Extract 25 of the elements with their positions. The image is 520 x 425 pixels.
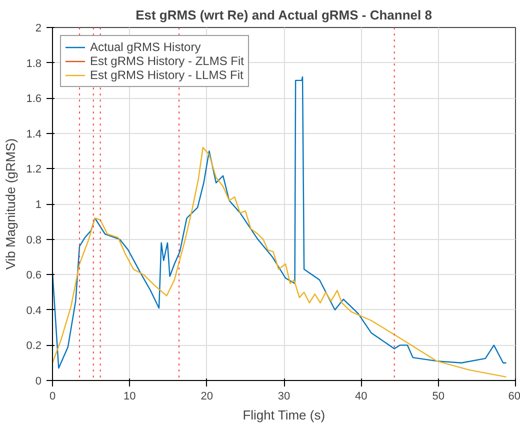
legend-label: Est gRMS History - ZLMS Fit xyxy=(90,54,244,68)
y-tick-label: 0.2 xyxy=(26,340,42,352)
y-tick-label: 0.8 xyxy=(26,234,42,246)
legend-label: Est gRMS History - LLMS Fit xyxy=(90,68,244,82)
legend-label: Actual gRMS History xyxy=(90,40,201,54)
y-tick-label: 2 xyxy=(35,22,42,34)
y-tick-label: 0.4 xyxy=(26,304,42,317)
y-tick-label: 1.6 xyxy=(26,93,42,106)
y-axis-title: Vib Magnitude (gRMS) xyxy=(3,138,18,270)
x-tick-label: 40 xyxy=(355,390,368,402)
x-tick-label: 50 xyxy=(432,390,444,402)
y-tick-label: 1.2 xyxy=(26,164,42,176)
x-tick-label: 10 xyxy=(124,390,136,402)
x-tick-label: 60 xyxy=(508,390,520,402)
x-tick-label: 30 xyxy=(278,390,290,402)
y-tick-label: 0.6 xyxy=(26,270,42,282)
x-tick-label: 0 xyxy=(49,390,56,402)
x-tick-label: 20 xyxy=(200,390,213,402)
y-tick-label: 1.4 xyxy=(26,128,42,140)
y-tick-label: 0 xyxy=(35,376,42,388)
line-series xyxy=(52,146,507,378)
x-axis-title: Flight Time (s) xyxy=(242,408,326,422)
y-tick-label: 1 xyxy=(35,199,42,211)
chart-title: Est gRMS (wrt Re) and Actual gRMS - Channel 8 xyxy=(136,8,432,22)
y-tick-label: 1.8 xyxy=(26,58,42,70)
